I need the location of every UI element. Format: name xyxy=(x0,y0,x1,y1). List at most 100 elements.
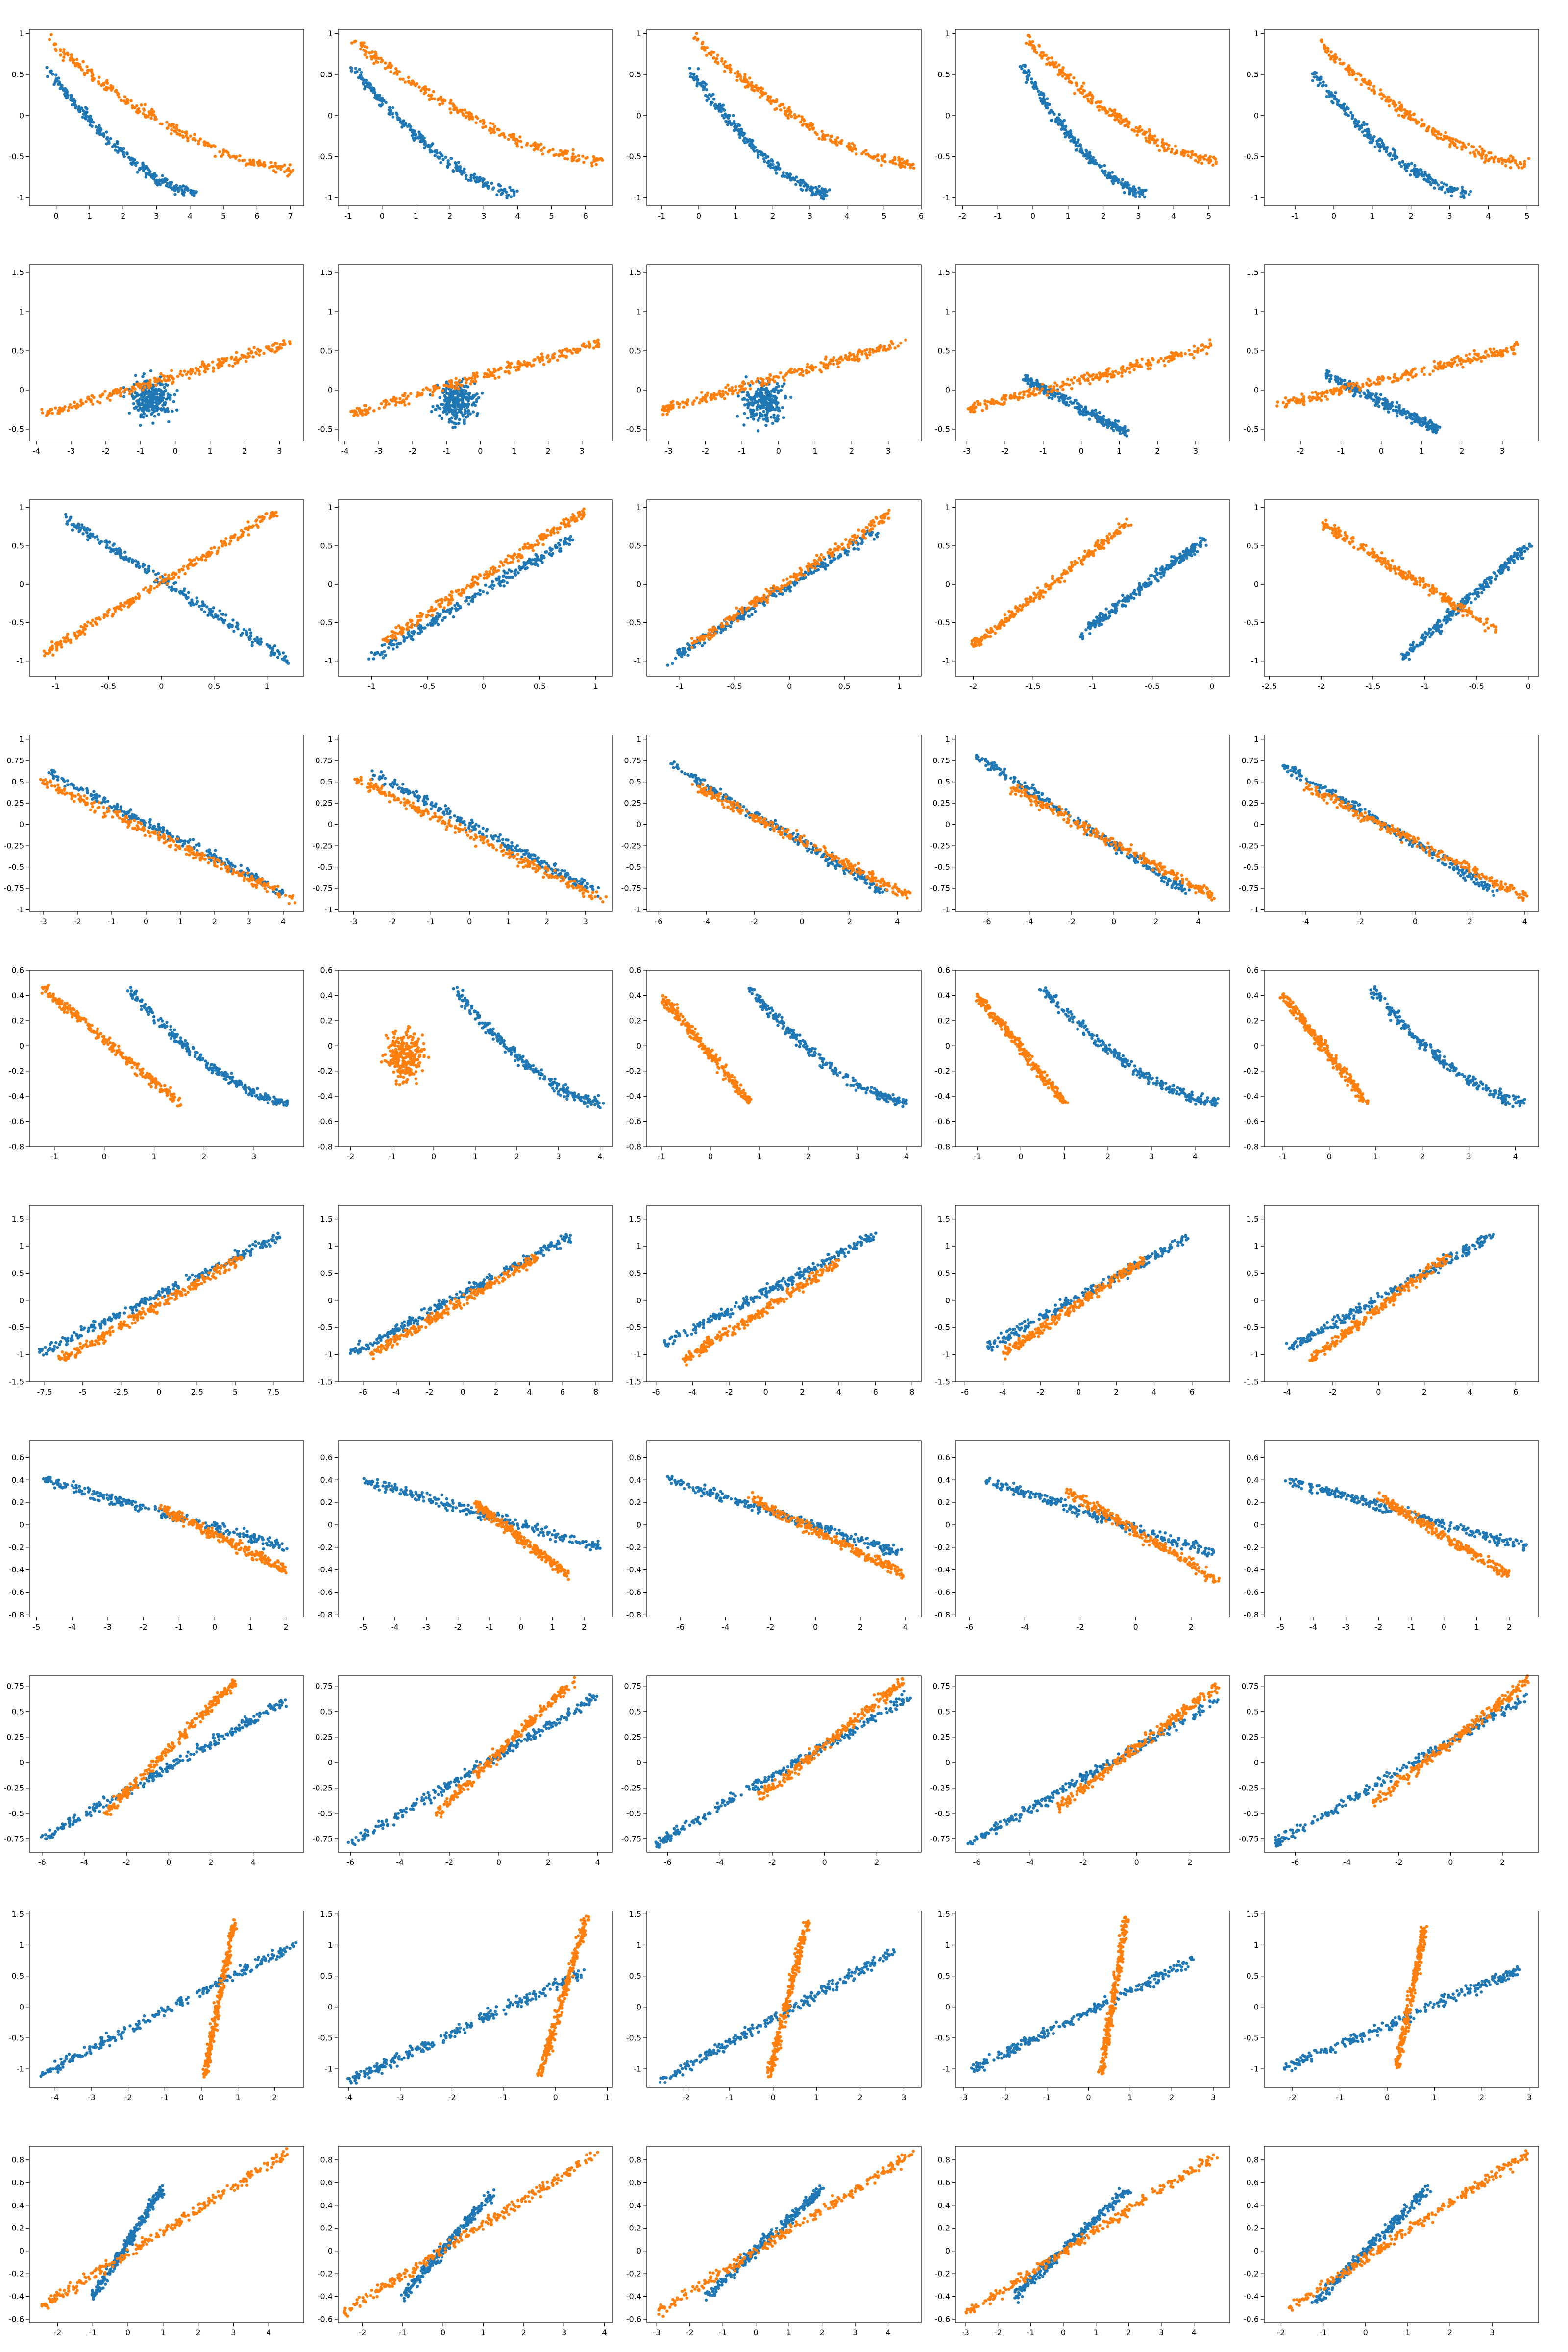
point-blue xyxy=(765,416,768,419)
point-orange xyxy=(844,356,847,359)
point-blue xyxy=(128,412,131,415)
point-orange xyxy=(868,351,871,354)
point-orange xyxy=(356,407,359,410)
point-blue xyxy=(69,98,72,101)
point-orange xyxy=(79,66,82,69)
point-blue xyxy=(1319,76,1322,79)
point-orange xyxy=(558,349,561,352)
point-orange xyxy=(454,377,457,380)
point-blue xyxy=(1108,174,1111,177)
point-orange xyxy=(572,348,575,351)
point-blue xyxy=(712,98,715,100)
point-orange xyxy=(1484,159,1487,162)
point-blue xyxy=(1117,420,1120,423)
point-orange xyxy=(761,91,764,94)
point-orange xyxy=(59,48,62,51)
point-blue xyxy=(1092,412,1095,415)
point-orange xyxy=(53,43,56,46)
point-orange xyxy=(761,382,764,385)
point-blue xyxy=(782,416,785,419)
point-orange xyxy=(728,388,731,391)
point-orange xyxy=(289,163,292,166)
point-blue xyxy=(751,412,754,415)
point-blue xyxy=(140,414,143,416)
y-tick-label: 0 xyxy=(19,111,24,120)
point-blue xyxy=(372,88,375,91)
point-orange xyxy=(1151,357,1154,360)
point-orange xyxy=(598,157,601,160)
point-orange xyxy=(828,362,831,365)
point-orange xyxy=(365,409,368,412)
point-orange xyxy=(372,409,375,412)
point-blue xyxy=(136,171,139,173)
point-orange xyxy=(995,400,998,403)
point-blue xyxy=(770,416,773,418)
point-orange xyxy=(855,152,858,155)
point-blue xyxy=(64,87,67,90)
point-blue xyxy=(141,162,144,165)
point-orange xyxy=(540,149,543,152)
point-blue xyxy=(166,384,169,387)
point-blue xyxy=(157,388,160,391)
point-orange xyxy=(206,368,209,370)
point-orange xyxy=(142,112,145,115)
point-blue xyxy=(1070,135,1073,138)
point-orange xyxy=(1136,361,1139,364)
x-tick-label: 6 xyxy=(583,211,588,220)
point-blue xyxy=(752,417,755,420)
point-orange xyxy=(888,344,891,347)
point-orange xyxy=(407,80,410,83)
point-orange xyxy=(1078,377,1081,380)
point-orange xyxy=(577,154,580,157)
point-blue xyxy=(171,188,174,191)
point-orange xyxy=(73,405,76,408)
point-orange xyxy=(142,107,145,110)
point-blue xyxy=(158,401,161,404)
point-blue xyxy=(1423,177,1426,180)
point-orange xyxy=(1200,344,1203,347)
point-orange xyxy=(352,414,355,417)
point-blue xyxy=(1029,383,1032,386)
point-blue xyxy=(443,399,446,402)
point-orange xyxy=(1207,158,1210,161)
point-orange xyxy=(1031,47,1034,50)
x-tick-label: 6 xyxy=(254,211,259,220)
point-orange xyxy=(192,137,195,140)
point-orange xyxy=(1501,159,1504,162)
y-tick-label: -0.5 xyxy=(318,152,333,161)
point-blue xyxy=(463,389,466,392)
point-orange xyxy=(1382,94,1385,97)
x-tick-label: 3 xyxy=(154,211,159,220)
point-orange xyxy=(530,144,533,147)
point-blue xyxy=(160,390,163,392)
point-blue xyxy=(98,133,101,136)
point-blue xyxy=(1058,399,1061,402)
point-orange xyxy=(1203,345,1206,348)
point-orange xyxy=(85,400,88,403)
point-blue xyxy=(472,410,475,413)
point-blue xyxy=(1444,191,1446,194)
point-orange xyxy=(1123,369,1126,372)
point-orange xyxy=(117,92,120,95)
point-blue xyxy=(705,99,708,102)
point-blue xyxy=(764,156,767,159)
point-orange xyxy=(886,347,889,350)
point-blue xyxy=(1063,401,1066,404)
point-orange xyxy=(247,348,250,351)
point-blue xyxy=(776,419,779,422)
point-orange xyxy=(1055,65,1058,68)
point-blue xyxy=(467,397,470,400)
point-blue xyxy=(1113,422,1116,425)
point-blue xyxy=(771,422,774,425)
x-tick-label: 3 xyxy=(1136,211,1141,220)
point-orange xyxy=(124,388,127,391)
point-orange xyxy=(128,392,131,395)
scatter-points xyxy=(1311,38,1530,199)
point-blue xyxy=(452,170,455,173)
point-orange xyxy=(219,363,221,366)
point-orange xyxy=(423,89,426,92)
point-orange xyxy=(747,382,750,385)
point-orange xyxy=(571,352,574,355)
y-tick-label: 0.5 xyxy=(1247,70,1259,79)
point-orange xyxy=(1061,71,1064,74)
